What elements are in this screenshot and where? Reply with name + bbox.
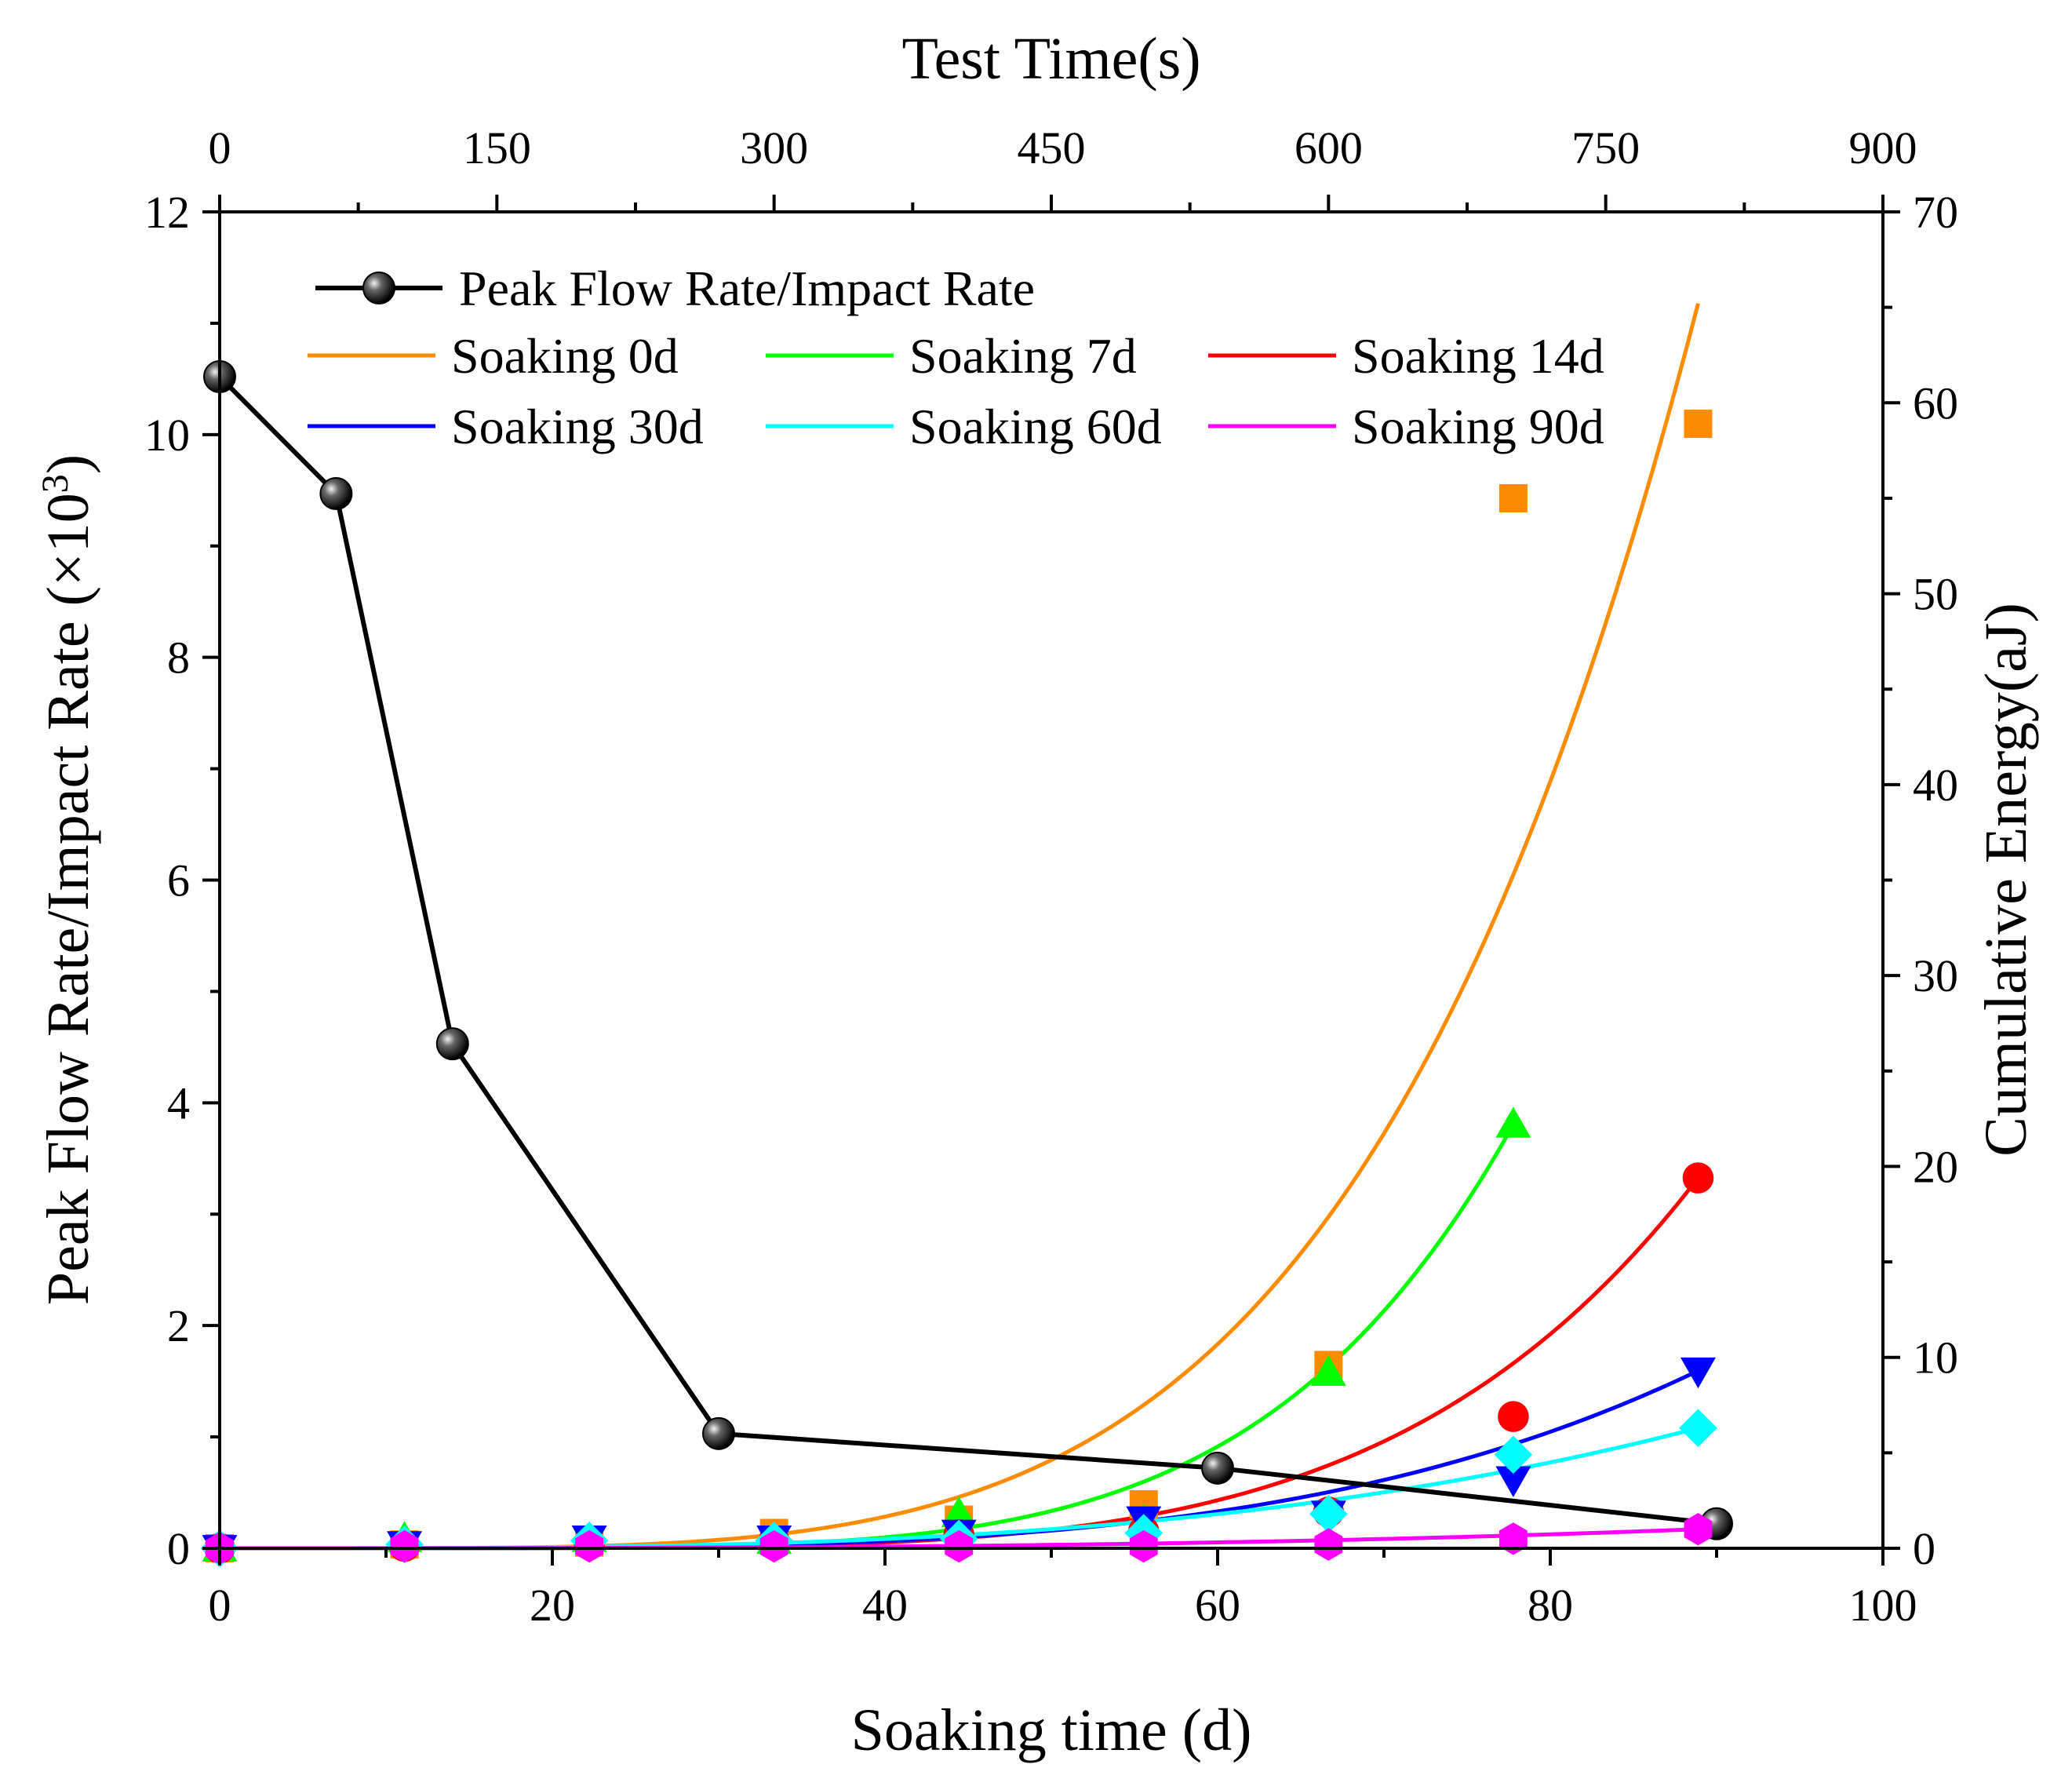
peak-flow-point-2	[435, 1027, 469, 1061]
x-tick-label-3: 60	[1195, 1580, 1240, 1631]
x-tick-label-1: 20	[530, 1580, 575, 1631]
energy-point-3-8	[1680, 1357, 1716, 1389]
x-tick-label-5: 100	[1849, 1580, 1917, 1631]
peak-flow-line	[217, 374, 1717, 1526]
energy-point-5-3	[759, 1529, 788, 1563]
energy-point-5-1	[390, 1529, 419, 1563]
energy-point-5-2	[575, 1529, 604, 1563]
energy-point-5-5	[1129, 1529, 1158, 1563]
energy-point-1-7	[1495, 1106, 1531, 1138]
y2-axis-title: Cumulative Energy(aJ)	[1973, 603, 2039, 1157]
energy-point-5-4	[945, 1529, 974, 1563]
x2-tick-label-5: 750	[1571, 122, 1640, 173]
x2-tick-label-1: 150	[463, 122, 531, 173]
x-tick-label-2: 40	[862, 1580, 908, 1631]
y-tick-label-0: 0	[167, 1523, 190, 1574]
legend-label-3: Soaking 30d	[451, 399, 704, 454]
peak-flow-point-3	[702, 1416, 735, 1450]
y2-tick-label-6: 60	[1913, 377, 1958, 428]
energy-point-1-6	[1310, 1354, 1346, 1387]
legend-marker-peak	[362, 272, 395, 304]
energy-point-3-7	[1495, 1466, 1531, 1497]
legend: Peak Flow Rate/Impact Rate Soaking 0d Soak…	[308, 261, 1604, 454]
energy-markers	[200, 410, 1717, 1568]
x-tick-label-4: 80	[1528, 1580, 1573, 1631]
energy-points-0	[206, 410, 1713, 1562]
peak-flow-series	[203, 360, 1733, 1540]
fit-curve-0	[220, 303, 1700, 1551]
y2-tick-label-3: 30	[1913, 950, 1958, 1001]
x-tick-label-0: 0	[209, 1580, 231, 1631]
y-axis-title-main: Peak Flow Rate/Impact Rate (×10	[35, 493, 101, 1305]
energy-point-5-7	[1498, 1522, 1528, 1555]
y2-tick-label-2: 20	[1913, 1141, 1958, 1192]
peak-flow-point-1	[319, 477, 353, 511]
energy-point-5-8	[1684, 1512, 1713, 1546]
y-tick-label-3: 6	[167, 855, 190, 906]
x2-tick-label-4: 600	[1295, 122, 1363, 173]
energy-point-2-7	[1498, 1401, 1529, 1432]
energy-point-0-7	[1498, 483, 1528, 512]
energy-point-2-8	[1682, 1162, 1714, 1194]
y-tick-label-6: 12	[144, 187, 190, 238]
x2-tick-label-0: 0	[209, 122, 231, 173]
energy-point-4-7	[1494, 1435, 1533, 1475]
energy-point-1-4	[941, 1496, 977, 1528]
x-axis-title: Soaking time (d)	[851, 1697, 1252, 1763]
y2-tick-label-5: 50	[1913, 569, 1958, 620]
y2-tick-label-1: 10	[1913, 1332, 1958, 1383]
x2-tick-label-6: 900	[1849, 122, 1917, 173]
legend-label-5: Soaking 90d	[1352, 399, 1604, 454]
y-tick-label-5: 10	[144, 410, 190, 461]
energy-point-5-6	[1314, 1528, 1343, 1561]
x2-tick-label-2: 300	[740, 122, 808, 173]
legend-label-1: Soaking 7d	[909, 328, 1137, 384]
peak-flow-point-4	[1201, 1451, 1234, 1485]
y2-tick-label-7: 70	[1913, 187, 1958, 238]
y-axis-title-close: )	[35, 454, 101, 474]
fit-curve-1	[220, 1123, 1516, 1551]
y-axis-title-sup: 3	[35, 474, 76, 493]
legend-label-0: Soaking 0d	[451, 328, 679, 384]
energy-point-4-8	[1679, 1409, 1717, 1448]
x2-axis-title: Test Time(s)	[901, 26, 1200, 92]
energy-point-0-8	[1684, 410, 1713, 439]
y-axis-title: Peak Flow Rate/Impact Rate (×103)	[35, 454, 102, 1305]
fit-curves	[220, 303, 1700, 1551]
y-tick-label-2: 4	[167, 1077, 190, 1128]
legend-label-2: Soaking 14d	[1352, 328, 1604, 384]
legend-label-4: Soaking 60d	[909, 399, 1162, 454]
y2-tick-label-0: 0	[1913, 1523, 1935, 1574]
x2-tick-label-3: 450	[1018, 122, 1086, 173]
y-tick-label-1: 2	[167, 1300, 190, 1351]
y2-tick-label-4: 40	[1913, 760, 1958, 811]
fit-curve-2	[220, 1176, 1700, 1551]
tick-marks	[202, 195, 1900, 1566]
energy-point-4-6	[1309, 1494, 1348, 1533]
legend-label-peak: Peak Flow Rate/Impact Rate	[459, 261, 1035, 316]
y-tick-label-4: 8	[167, 632, 190, 684]
